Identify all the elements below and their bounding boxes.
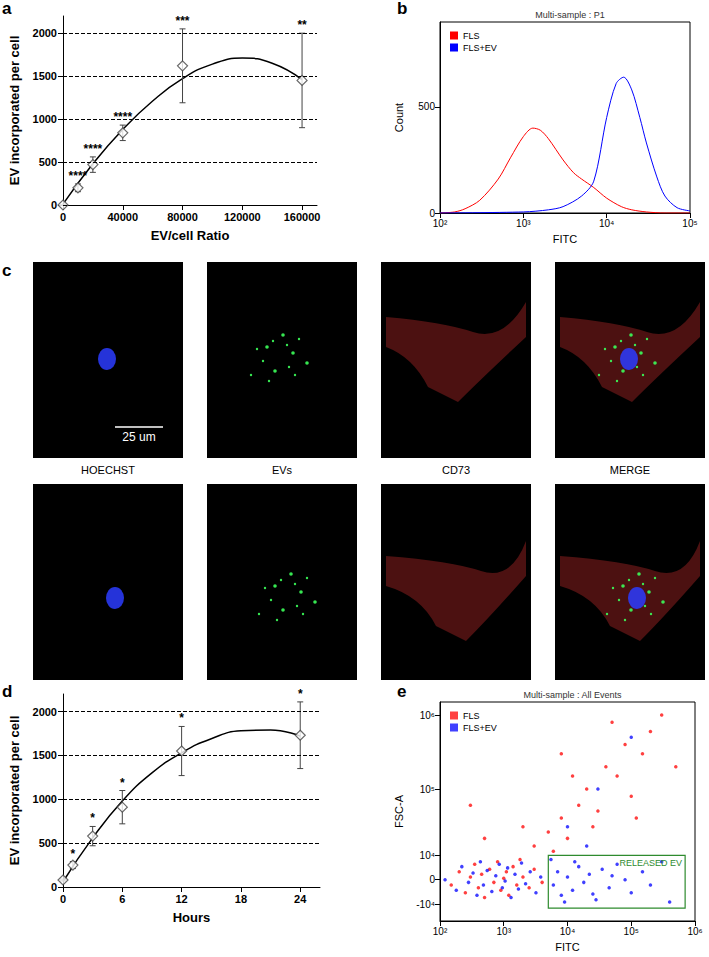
svg-text:-10⁴: -10⁴ [416,899,435,910]
svg-text:2000: 2000 [33,706,57,718]
svg-text:FITC: FITC [553,233,577,245]
svg-text:10⁴: 10⁴ [560,926,575,937]
svg-text:CD73: CD73 [442,464,470,476]
svg-text:HOECHST: HOECHST [81,464,135,476]
svg-text:0: 0 [51,881,57,893]
svg-text:MERGE: MERGE [610,464,650,476]
svg-text:FSC-A: FSC-A [393,794,405,828]
svg-text:Hours: Hours [173,910,211,925]
svg-text:*: * [90,811,95,825]
svg-text:EV/cell Ratio: EV/cell Ratio [151,228,230,243]
svg-text:**: ** [297,18,307,32]
svg-text:500: 500 [39,837,57,849]
svg-text:500: 500 [418,101,435,112]
svg-text:10³: 10³ [497,926,512,937]
svg-text:Multi-sample : All Events: Multi-sample : All Events [523,690,622,700]
svg-text:Multi-sample : P1: Multi-sample : P1 [535,10,605,20]
svg-text:10⁴: 10⁴ [420,850,435,861]
svg-text:40000: 40000 [107,211,138,223]
svg-text:10⁴: 10⁴ [599,218,614,229]
svg-text:2000: 2000 [33,27,57,39]
svg-text:12: 12 [175,893,187,905]
svg-text:6: 6 [119,893,125,905]
svg-text:10⁵: 10⁵ [682,218,697,229]
svg-text:18: 18 [235,893,247,905]
svg-text:120000: 120000 [224,211,261,223]
html-text:b: b [397,0,408,18]
svg-text:1500: 1500 [33,749,57,761]
svg-text:1000: 1000 [33,793,57,805]
svg-text:EV incorporated per cell: EV incorporated per cell [7,36,22,186]
svg-text:10²: 10² [433,218,448,229]
svg-text:1000: 1000 [33,113,57,125]
svg-text:FLS: FLS [463,31,480,41]
svg-text:FLS+EV: FLS+EV [463,723,497,733]
svg-text:FITC: FITC [555,941,579,953]
svg-text:10⁵: 10⁵ [420,784,435,795]
svg-text:FLS: FLS [463,711,480,721]
svg-text:10²: 10² [433,926,448,937]
svg-text:FLS+EV: FLS+EV [463,43,497,53]
svg-text:10⁶: 10⁶ [687,926,702,937]
svg-text:EVs: EVs [272,464,293,476]
svg-text:****: **** [84,142,103,156]
svg-text:10⁵: 10⁵ [624,926,639,937]
svg-text:160000: 160000 [284,211,321,223]
svg-text:500: 500 [39,156,57,168]
svg-text:*: * [71,847,76,861]
svg-text:Count: Count [393,103,405,132]
svg-text:0: 0 [60,211,66,223]
svg-text:RELEASED EV: RELEASED EV [620,858,683,868]
svg-text:0: 0 [429,874,435,885]
svg-text:EV incorporated per cell: EV incorporated per cell [7,716,22,866]
html-text:e: e [397,682,407,701]
svg-text:10⁶: 10⁶ [420,710,435,721]
svg-text:24: 24 [294,893,307,905]
html-text:a: a [2,0,12,18]
svg-text:0: 0 [51,199,57,211]
svg-text:0: 0 [429,207,435,219]
svg-text:80000: 80000 [167,211,198,223]
svg-text:*: * [120,776,125,790]
svg-text:****: **** [113,110,132,124]
svg-text:0: 0 [60,893,66,905]
svg-text:*: * [298,687,303,701]
html-text:d: d [2,682,13,701]
html-text:c: c [2,261,12,280]
svg-text:*: * [179,711,184,725]
svg-text:1500: 1500 [33,70,57,82]
svg-text:****: **** [69,169,88,183]
svg-text:10³: 10³ [516,218,531,229]
svg-text:***: *** [176,14,190,28]
svg-text:25 um: 25 um [122,430,155,444]
